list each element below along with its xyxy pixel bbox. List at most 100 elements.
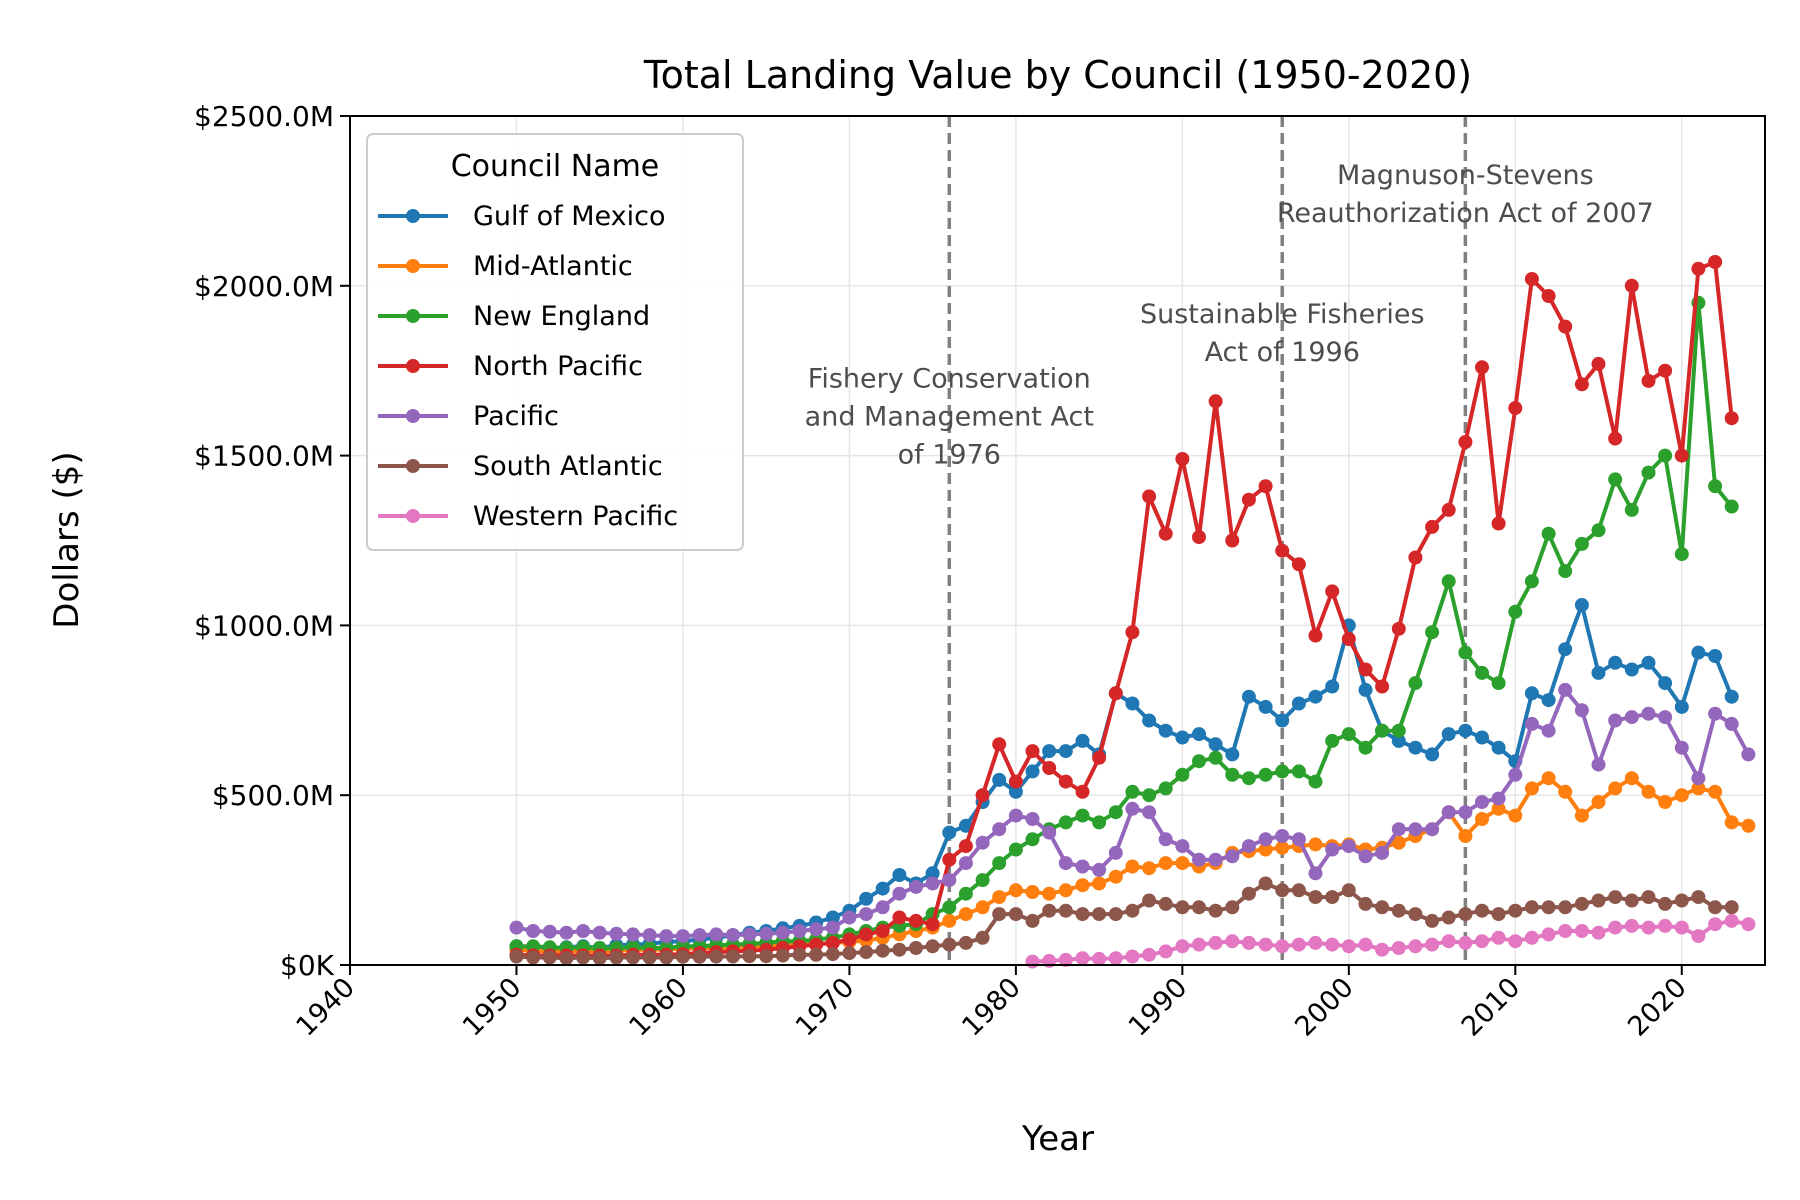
data-point <box>1075 951 1090 966</box>
data-point <box>1391 733 1406 748</box>
legend-label: South Atlantic <box>473 451 663 482</box>
legend-swatch-marker <box>406 259 420 273</box>
data-point <box>1524 716 1539 731</box>
data-point <box>1175 900 1190 915</box>
data-point <box>1741 917 1756 932</box>
data-point <box>1092 750 1107 765</box>
event-annotation-line: and Management Act <box>805 402 1094 433</box>
data-point <box>1708 479 1723 494</box>
data-point <box>1574 377 1589 392</box>
data-point <box>1308 866 1323 881</box>
data-point <box>1541 693 1556 708</box>
data-point <box>1475 795 1489 809</box>
data-point <box>1641 465 1656 480</box>
data-point <box>1574 598 1589 612</box>
data-point <box>1175 767 1190 782</box>
data-point <box>1641 890 1656 905</box>
data-point <box>1691 890 1706 905</box>
data-point <box>1025 885 1040 899</box>
data-point <box>542 924 557 939</box>
data-point <box>975 900 990 915</box>
data-point <box>1674 448 1689 463</box>
data-point <box>1458 805 1473 820</box>
data-point <box>1708 917 1723 932</box>
data-point <box>692 949 707 964</box>
data-point <box>1441 805 1456 820</box>
data-point <box>1724 815 1739 830</box>
data-point <box>1258 876 1273 891</box>
data-point <box>1125 903 1140 918</box>
data-point <box>1724 900 1739 915</box>
data-point <box>1741 747 1756 762</box>
data-point <box>1425 625 1440 640</box>
data-point <box>909 941 923 955</box>
data-point <box>1624 502 1639 517</box>
data-point <box>1158 723 1173 738</box>
data-point <box>1258 842 1273 857</box>
data-point <box>1624 918 1639 933</box>
data-point <box>1308 689 1323 704</box>
data-point <box>1192 900 1206 915</box>
data-point <box>1658 795 1673 809</box>
data-point <box>1075 878 1090 893</box>
data-point <box>1158 944 1173 959</box>
data-point <box>1275 939 1290 954</box>
data-point <box>1275 543 1290 558</box>
legend-title: Council Name <box>451 149 660 184</box>
data-point <box>1125 859 1140 874</box>
data-point <box>1158 781 1173 796</box>
legend-box <box>366 133 744 551</box>
data-point <box>1541 723 1556 738</box>
data-point <box>1591 893 1606 908</box>
plot-frame <box>349 115 1766 966</box>
data-point <box>1508 934 1523 949</box>
data-point <box>609 950 624 965</box>
data-point <box>992 822 1007 837</box>
data-point <box>675 949 690 964</box>
data-point <box>1491 907 1506 922</box>
data-point <box>1158 856 1173 871</box>
data-point <box>975 873 990 888</box>
data-point <box>1458 935 1473 950</box>
data-point <box>925 939 940 954</box>
data-point <box>975 930 990 945</box>
data-point <box>1375 845 1390 860</box>
data-point <box>1358 937 1373 952</box>
data-point <box>1674 788 1689 803</box>
data-point <box>1524 781 1539 796</box>
data-point <box>958 907 973 922</box>
data-point <box>1208 394 1223 409</box>
data-point <box>1558 319 1573 334</box>
data-point <box>1291 832 1306 847</box>
data-point <box>1225 900 1240 915</box>
data-point <box>642 928 657 943</box>
data-point <box>1591 757 1606 772</box>
data-point <box>1708 255 1723 269</box>
data-point <box>1391 723 1406 738</box>
event-annotation-line: Magnuson-Stevens <box>1337 160 1594 191</box>
data-point <box>1175 730 1190 745</box>
data-point <box>526 924 541 938</box>
data-point <box>1658 363 1673 378</box>
y-tick-label: $1500.0M <box>194 440 334 473</box>
series-layer <box>509 255 1756 969</box>
data-point <box>1341 632 1356 646</box>
y-tick-label: $2500.0M <box>194 100 334 133</box>
legend-swatch-marker <box>406 209 420 223</box>
data-point <box>1192 937 1206 952</box>
data-point <box>1674 547 1689 562</box>
data-point <box>1092 862 1107 877</box>
x-axis-label: Year <box>1021 1119 1094 1159</box>
data-point <box>1108 907 1123 922</box>
data-point <box>1375 900 1390 915</box>
data-point <box>1558 924 1573 938</box>
data-point <box>1241 689 1256 704</box>
data-point <box>1608 890 1623 905</box>
data-point <box>1125 801 1140 816</box>
data-point <box>1075 733 1090 748</box>
data-point <box>1075 859 1090 874</box>
data-point <box>1541 771 1556 786</box>
data-point <box>1058 903 1073 918</box>
data-point <box>1674 740 1689 755</box>
data-point <box>1591 925 1606 940</box>
